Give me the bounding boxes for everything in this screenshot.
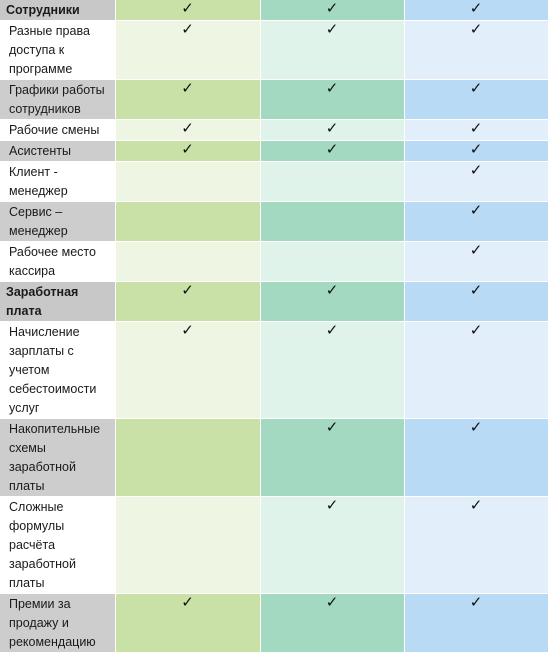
feature-row: Клиент - менеджер ✓ <box>0 161 548 202</box>
checkmark-icon: ✓ <box>325 140 339 158</box>
section-header-row: Сотрудники ✓ ✓ ✓ <box>0 0 548 21</box>
plan-3-cell: ✓ <box>404 140 548 162</box>
feature-row: Сервис – менеджер ✓ <box>0 201 548 242</box>
plan-1-cell <box>115 161 261 202</box>
plan-2-cell <box>260 161 405 202</box>
plan-1-cell <box>115 496 261 594</box>
section-header-row: Заработная плата ✓ ✓ ✓ <box>0 281 548 322</box>
plan-2-cell: ✓ <box>260 281 405 322</box>
plan-3-cell: ✓ <box>404 418 548 497</box>
checkmark-icon: ✓ <box>469 119 483 137</box>
checkmark-icon: ✓ <box>469 281 483 299</box>
feature-label: Премии за продажу и рекомендацию <box>0 593 116 653</box>
plan-2-cell: ✓ <box>260 593 405 653</box>
checkmark-icon: ✓ <box>469 20 483 38</box>
feature-label: Графики работы сотрудников <box>0 79 116 120</box>
plan-2-cell: ✓ <box>260 496 405 594</box>
plan-1-cell: ✓ <box>115 79 261 120</box>
checkmark-icon: ✓ <box>325 418 339 436</box>
checkmark-icon: ✓ <box>181 20 194 38</box>
feature-row: Премии за продажу и рекомендацию ✓ ✓ ✓ <box>0 593 548 653</box>
plan-2-cell <box>260 201 405 242</box>
plan-3-cell: ✓ <box>404 79 548 120</box>
plan-1-cell: ✓ <box>115 281 261 322</box>
checkmark-icon: ✓ <box>325 20 339 38</box>
checkmark-icon: ✓ <box>181 593 194 611</box>
checkmark-icon: ✓ <box>181 281 194 299</box>
checkmark-icon: ✓ <box>325 593 339 611</box>
feature-label: Разные права доступа к программе <box>0 20 116 80</box>
plan-1-cell: ✓ <box>115 593 261 653</box>
plan-2-cell: ✓ <box>260 0 405 21</box>
checkmark-icon: ✓ <box>469 418 483 436</box>
plan-2-cell: ✓ <box>260 321 405 419</box>
plan-2-cell: ✓ <box>260 79 405 120</box>
section-title: Заработная плата <box>0 281 116 322</box>
checkmark-icon: ✓ <box>469 201 483 219</box>
checkmark-icon: ✓ <box>469 79 483 97</box>
checkmark-icon: ✓ <box>181 321 194 339</box>
checkmark-icon: ✓ <box>325 79 339 97</box>
feature-label: Начисление зарплаты с учетом себестоимос… <box>0 321 116 419</box>
feature-row: Рабочее место кассира ✓ <box>0 241 548 282</box>
checkmark-icon: ✓ <box>325 321 339 339</box>
checkmark-icon: ✓ <box>469 593 483 611</box>
plan-1-cell: ✓ <box>115 20 261 80</box>
checkmark-icon: ✓ <box>181 79 194 97</box>
checkmark-icon: ✓ <box>469 161 483 179</box>
feature-label: Асистенты <box>0 140 116 162</box>
plan-1-cell <box>115 241 261 282</box>
plan-2-cell <box>260 241 405 282</box>
plan-2-cell: ✓ <box>260 119 405 141</box>
feature-row: Разные права доступа к программе ✓ ✓ ✓ <box>0 20 548 80</box>
plan-1-cell: ✓ <box>115 140 261 162</box>
feature-label: Рабочее место кассира <box>0 241 116 282</box>
checkmark-icon: ✓ <box>325 281 339 299</box>
plan-3-cell: ✓ <box>404 201 548 242</box>
plan-3-cell: ✓ <box>404 496 548 594</box>
plan-1-cell <box>115 418 261 497</box>
plan-3-cell: ✓ <box>404 119 548 141</box>
checkmark-icon: ✓ <box>325 0 339 17</box>
checkmark-icon: ✓ <box>325 119 339 137</box>
feature-row: Графики работы сотрудников ✓ ✓ ✓ <box>0 79 548 120</box>
feature-label: Сервис – менеджер <box>0 201 116 242</box>
checkmark-icon: ✓ <box>181 140 194 158</box>
feature-row: Рабочие смены ✓ ✓ ✓ <box>0 119 548 141</box>
feature-label: Сложные формулы расчёта заработной платы <box>0 496 116 594</box>
plan-1-cell: ✓ <box>115 119 261 141</box>
feature-label: Клиент - менеджер <box>0 161 116 202</box>
feature-row: Начисление зарплаты с учетом себестоимос… <box>0 321 548 419</box>
checkmark-icon: ✓ <box>469 0 483 17</box>
plan-1-cell: ✓ <box>115 0 261 21</box>
plan-3-cell: ✓ <box>404 20 548 80</box>
plan-3-cell: ✓ <box>404 161 548 202</box>
checkmark-icon: ✓ <box>325 496 339 514</box>
plan-3-cell: ✓ <box>404 593 548 653</box>
plan-1-cell <box>115 201 261 242</box>
checkmark-icon: ✓ <box>181 119 194 137</box>
checkmark-icon: ✓ <box>469 496 483 514</box>
plan-1-cell: ✓ <box>115 321 261 419</box>
checkmark-icon: ✓ <box>181 0 194 17</box>
feature-row: Накопительные схемы заработной платы ✓ ✓ <box>0 418 548 497</box>
plan-2-cell: ✓ <box>260 418 405 497</box>
checkmark-icon: ✓ <box>469 321 483 339</box>
feature-row: Сложные формулы расчёта заработной платы… <box>0 496 548 594</box>
section-title: Сотрудники <box>0 0 116 21</box>
plan-2-cell: ✓ <box>260 20 405 80</box>
feature-label: Накопительные схемы заработной платы <box>0 418 116 497</box>
plan-3-cell: ✓ <box>404 321 548 419</box>
plan-2-cell: ✓ <box>260 140 405 162</box>
checkmark-icon: ✓ <box>469 140 483 158</box>
plan-3-cell: ✓ <box>404 0 548 21</box>
plan-3-cell: ✓ <box>404 241 548 282</box>
feature-label: Рабочие смены <box>0 119 116 141</box>
checkmark-icon: ✓ <box>469 241 483 259</box>
plan-3-cell: ✓ <box>404 281 548 322</box>
feature-row: Асистенты ✓ ✓ ✓ <box>0 140 548 162</box>
